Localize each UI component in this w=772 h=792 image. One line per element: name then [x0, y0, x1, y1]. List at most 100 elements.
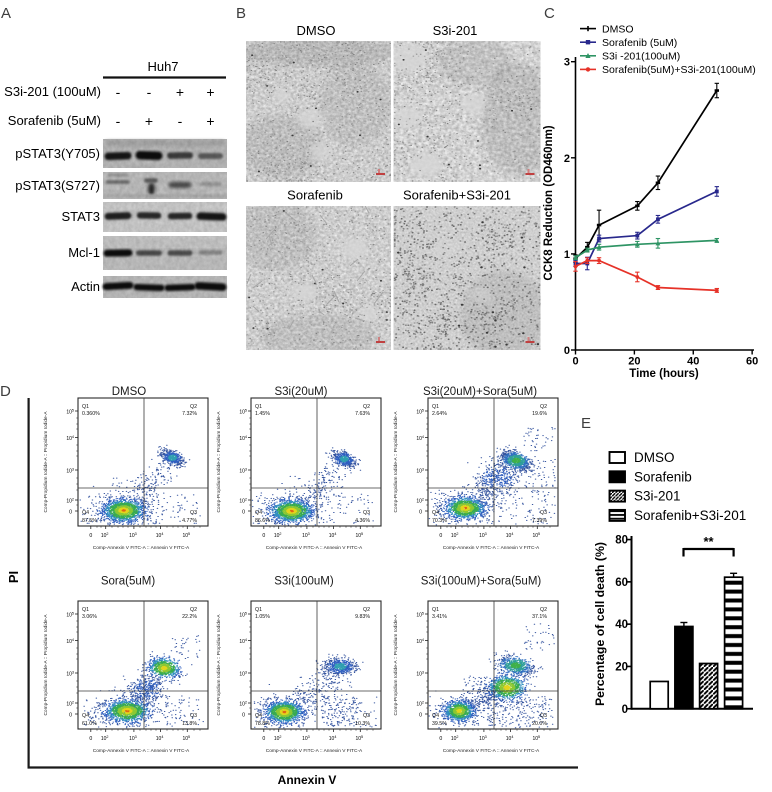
svg-text:102: 102 — [239, 700, 247, 707]
svg-text:Comp-Annexin V FITC-A :: Annex: Comp-Annexin V FITC-A :: Annexin V FITC-… — [443, 545, 540, 551]
svg-text:103: 103 — [416, 670, 424, 677]
svg-text:0: 0 — [242, 713, 245, 719]
svg-text:104: 104 — [239, 435, 247, 442]
svg-text:Q1: Q1 — [432, 607, 439, 613]
svg-text:DMSO: DMSO — [602, 23, 634, 35]
svg-text:Q3: Q3 — [363, 713, 370, 719]
svg-text:Q2: Q2 — [540, 607, 547, 613]
svg-text:0: 0 — [419, 713, 422, 719]
svg-text:7.39%: 7.39% — [532, 518, 547, 524]
svg-text:37.1%: 37.1% — [532, 614, 547, 620]
svg-text:+: + — [206, 84, 214, 100]
svg-text:Q1: Q1 — [82, 404, 89, 410]
svg-text:0: 0 — [572, 356, 578, 368]
svg-text:S3i(20uM): S3i(20uM) — [274, 386, 327, 398]
svg-text:4.77%: 4.77% — [182, 518, 197, 524]
svg-text:104: 104 — [66, 435, 74, 442]
svg-text:Comp-Annexin V FITC-A :: Annex: Comp-Annexin V FITC-A :: Annexin V FITC-… — [93, 748, 190, 754]
svg-text:S3i -201(100uM): S3i -201(100uM) — [602, 51, 680, 63]
svg-text:A: A — [1, 5, 11, 22]
svg-text:103: 103 — [479, 735, 487, 742]
svg-text:103: 103 — [129, 532, 137, 539]
svg-text:20: 20 — [628, 356, 640, 368]
svg-text:Huh7: Huh7 — [147, 59, 178, 74]
svg-text:104: 104 — [416, 435, 424, 442]
svg-text:Comp-Annexin V FITC-A :: Annex: Comp-Annexin V FITC-A :: Annexin V FITC-… — [93, 545, 190, 551]
svg-text:+: + — [145, 113, 153, 129]
svg-text:78.8%: 78.8% — [255, 721, 270, 727]
svg-text:Q2: Q2 — [190, 607, 197, 613]
svg-text:102: 102 — [416, 497, 424, 504]
svg-text:7.32%: 7.32% — [182, 411, 197, 417]
svg-text:22.2%: 22.2% — [182, 614, 197, 620]
svg-text:Q3: Q3 — [190, 510, 197, 516]
svg-text:Sorafenib: Sorafenib — [634, 469, 692, 484]
svg-text:104: 104 — [66, 638, 74, 645]
svg-text:102: 102 — [66, 497, 74, 504]
svg-text:Q4: Q4 — [432, 510, 439, 516]
svg-text:pSTAT3(S727): pSTAT3(S727) — [15, 178, 100, 193]
svg-text:B: B — [236, 5, 246, 22]
svg-text:102: 102 — [239, 497, 247, 504]
svg-text:Time (hours): Time (hours) — [629, 368, 699, 380]
svg-text:105: 105 — [66, 408, 74, 415]
svg-text:0.360%: 0.360% — [82, 411, 100, 417]
svg-text:Comp-Annexin V FITC-A :: Annex: Comp-Annexin V FITC-A :: Annexin V FITC-… — [266, 748, 363, 754]
svg-text:2.64%: 2.64% — [432, 411, 447, 417]
svg-text:1.45%: 1.45% — [255, 411, 270, 417]
svg-text:104: 104 — [329, 735, 337, 742]
svg-text:Q4: Q4 — [432, 713, 439, 719]
svg-text:105: 105 — [66, 611, 74, 618]
svg-text:7.63%: 7.63% — [355, 411, 370, 417]
svg-text:Comp-Annexin V FITC-A :: Annex: Comp-Annexin V FITC-A :: Annexin V FITC-… — [443, 748, 540, 754]
svg-text:105: 105 — [532, 735, 540, 742]
svg-text:102: 102 — [451, 735, 459, 742]
svg-text:Comp-Propidium Iodide-A :: Pro: Comp-Propidium Iodide-A :: Propidium Iod… — [216, 411, 222, 513]
svg-text:Sorafenib (5uM): Sorafenib (5uM) — [602, 37, 677, 49]
svg-text:102: 102 — [101, 735, 109, 742]
svg-text:102: 102 — [416, 700, 424, 707]
svg-text:105: 105 — [182, 735, 190, 742]
svg-text:104: 104 — [329, 532, 337, 539]
svg-text:103: 103 — [239, 670, 247, 677]
svg-text:104: 104 — [156, 532, 164, 539]
svg-text:S3i-201: S3i-201 — [634, 489, 681, 504]
svg-text:104: 104 — [239, 638, 247, 645]
svg-text:86.6%: 86.6% — [255, 518, 270, 524]
svg-text:DMSO: DMSO — [634, 450, 675, 465]
svg-text:0: 0 — [439, 533, 442, 539]
svg-text:104: 104 — [506, 532, 514, 539]
svg-text:0: 0 — [89, 533, 92, 539]
svg-text:19.6%: 19.6% — [532, 411, 547, 417]
svg-text:Q3: Q3 — [540, 510, 547, 516]
svg-text:Q3: Q3 — [540, 713, 547, 719]
svg-text:S3i(100uM): S3i(100uM) — [274, 576, 334, 588]
svg-text:105: 105 — [355, 532, 363, 539]
svg-text:0: 0 — [89, 736, 92, 742]
svg-text:0: 0 — [262, 736, 265, 742]
svg-text:3.06%: 3.06% — [82, 614, 97, 620]
svg-text:E: E — [581, 415, 591, 432]
svg-text:-: - — [116, 84, 121, 100]
svg-text:Q4: Q4 — [255, 713, 262, 719]
svg-text:S3i(20uM)+Sora(5uM): S3i(20uM)+Sora(5uM) — [423, 386, 537, 398]
svg-text:Comp-Propidium Iodide-A :: Pro: Comp-Propidium Iodide-A :: Propidium Iod… — [393, 614, 399, 716]
svg-text:DMSO: DMSO — [297, 23, 336, 38]
svg-text:60: 60 — [615, 577, 628, 589]
svg-text:40: 40 — [687, 356, 699, 368]
svg-text:60: 60 — [746, 356, 758, 368]
svg-text:Sorafenib (5uM): Sorafenib (5uM) — [8, 113, 101, 128]
svg-text:Sora(5uM): Sora(5uM) — [101, 576, 155, 588]
svg-text:103: 103 — [66, 467, 74, 474]
svg-text:20.0%: 20.0% — [532, 721, 547, 727]
svg-text:Sorafenib+S3i-201: Sorafenib+S3i-201 — [634, 508, 746, 523]
svg-text:103: 103 — [416, 467, 424, 474]
svg-text:-: - — [178, 113, 183, 129]
svg-text:Percentage of cell death (%): Percentage of cell death (%) — [593, 542, 607, 706]
svg-text:Q3: Q3 — [190, 713, 197, 719]
svg-text:Q1: Q1 — [255, 404, 262, 410]
svg-text:1.05%: 1.05% — [255, 614, 270, 620]
svg-text:+: + — [176, 84, 184, 100]
svg-text:40: 40 — [615, 619, 628, 631]
svg-text:105: 105 — [182, 532, 190, 539]
